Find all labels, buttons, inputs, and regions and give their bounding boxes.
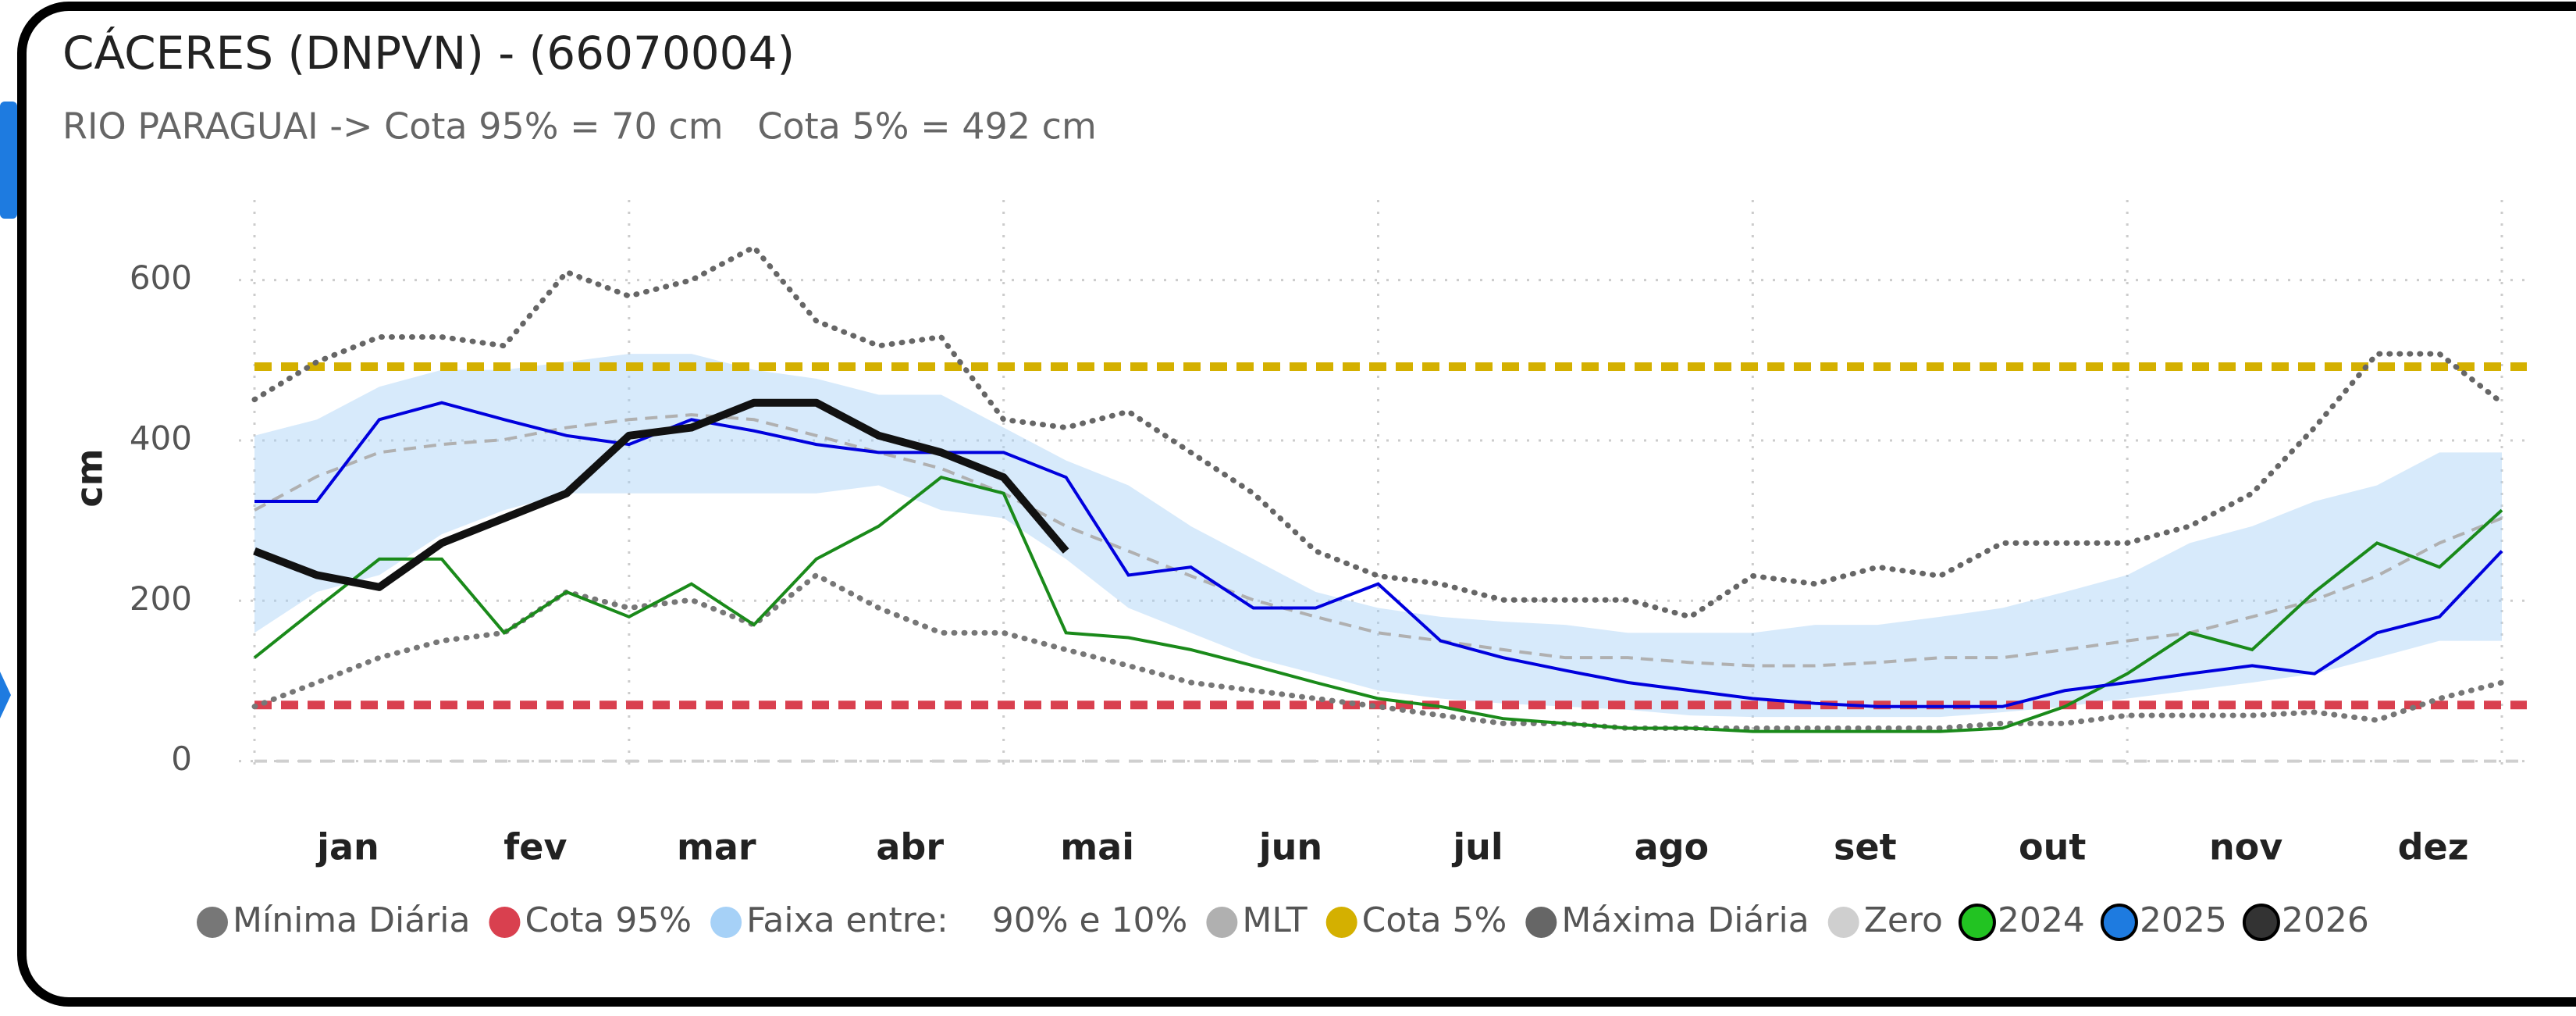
legend-marker <box>1206 907 1238 938</box>
x-tick-label: jun <box>1258 826 1322 868</box>
x-tick-label: jul <box>1451 826 1503 868</box>
y-tick-label: 0 <box>171 740 192 778</box>
legend-label: Zero <box>1864 900 1943 940</box>
legend-label: 2024 <box>1998 900 2085 940</box>
legend-marker <box>2242 904 2280 941</box>
side-arrow <box>0 672 11 718</box>
card <box>17 2 2576 1007</box>
y-axis-label: cm <box>69 448 111 507</box>
x-tick-label: ago <box>1635 826 1710 868</box>
side-tab <box>0 102 17 219</box>
legend-label: MLT <box>1242 900 1307 940</box>
legend-label: Mínima Diária <box>233 900 470 940</box>
chart-title: CÁCERES (DNPVN) - (66070004) <box>62 26 795 80</box>
series-line <box>253 398 1069 591</box>
legend-label: 2026 <box>2282 900 2369 940</box>
legend-label: Cota 95% <box>525 900 692 940</box>
y-tick-label: 200 <box>130 579 192 618</box>
x-tick-label: nov <box>2209 826 2282 868</box>
legend-marker <box>197 907 228 938</box>
legend-marker <box>1827 907 1859 938</box>
legend-label: 2025 <box>2140 900 2227 940</box>
chart-subtitle: RIO PARAGUAI -> Cota 95% = 70 cm Cota 5%… <box>62 105 1097 148</box>
legend-label: Cota 5% <box>1362 900 1507 940</box>
y-tick-label: 400 <box>130 419 192 457</box>
x-tick-label: out <box>2019 826 2086 868</box>
legend-marker <box>1958 904 1996 941</box>
series-line <box>254 401 2503 708</box>
legend-label: Faixa entre: 90% e 10% <box>746 900 1187 940</box>
legend-label: Máxima Diária <box>1561 900 1809 940</box>
series-line <box>253 476 2503 733</box>
x-tick-label: fev <box>503 826 567 868</box>
y-tick-label: 600 <box>130 258 192 297</box>
x-tick-label: abr <box>876 826 944 868</box>
x-tick-label: mar <box>677 826 756 868</box>
x-tick-label: dez <box>2398 826 2469 868</box>
x-tick-label: jan <box>315 826 379 868</box>
series-line <box>251 244 2505 620</box>
legend-marker <box>710 907 742 938</box>
legend-marker <box>1525 907 1557 938</box>
legend-marker <box>489 907 521 938</box>
legend-marker <box>1325 907 1357 938</box>
legend-marker <box>2100 904 2138 941</box>
x-tick-label: mai <box>1060 826 1134 868</box>
series-line <box>254 413 2503 668</box>
x-tick-label: set <box>1834 826 1897 868</box>
